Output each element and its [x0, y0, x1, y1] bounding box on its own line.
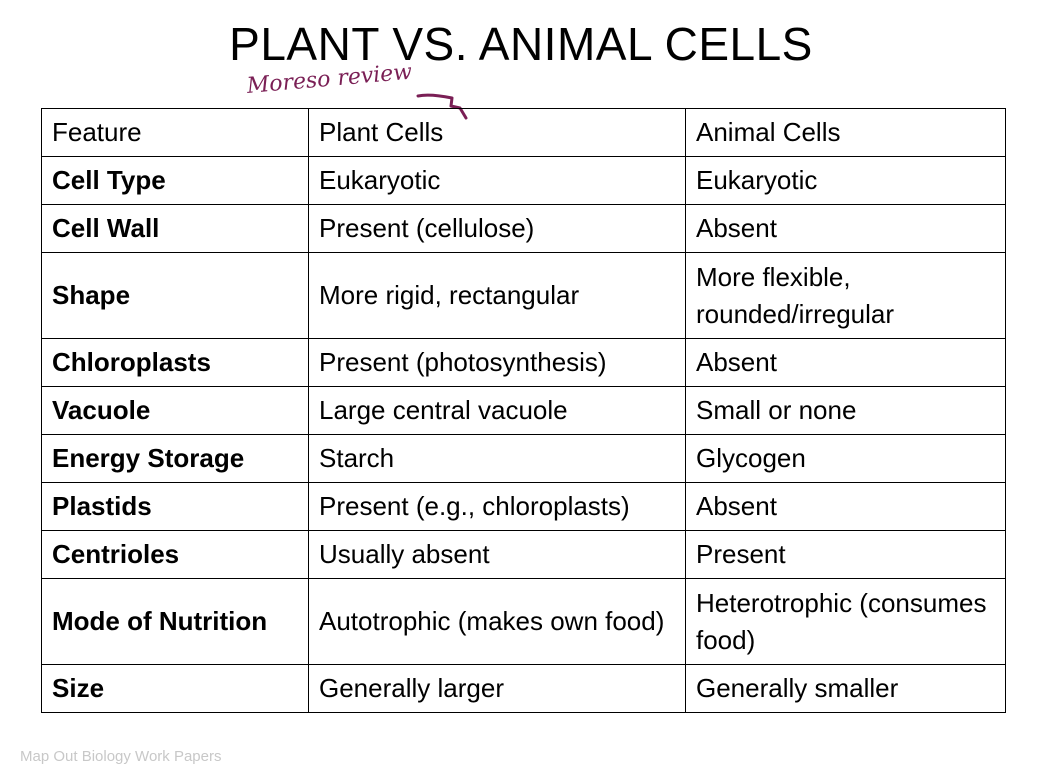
animal-cell: Glycogen — [685, 434, 1006, 483]
plant-cell: More rigid, rectangular — [308, 252, 686, 339]
plant-cell: Present (e.g., chloroplasts) — [308, 482, 686, 531]
table-row: Shape More rigid, rectangular More flexi… — [41, 252, 1006, 339]
feature-cell: Centrioles — [41, 530, 309, 579]
table-row: Chloroplasts Present (photosynthesis) Ab… — [41, 338, 1006, 387]
feature-cell: Vacuole — [41, 386, 309, 435]
animal-cell: Absent — [685, 482, 1006, 531]
table-row: Size Generally larger Generally smaller — [41, 664, 1006, 713]
footer-text: Map Out Biology Work Papers — [20, 748, 222, 765]
feature-cell: Cell Type — [41, 156, 309, 205]
table-row: Plastids Present (e.g., chloroplasts) Ab… — [41, 482, 1006, 531]
animal-cell: Eukaryotic — [685, 156, 1006, 205]
plant-cell: Starch — [308, 434, 686, 483]
feature-cell: Plastids — [41, 482, 309, 531]
table-row: Energy Storage Starch Glycogen — [41, 434, 1006, 483]
plant-cell: Usually absent — [308, 530, 686, 579]
annotation-arrow-icon — [416, 93, 468, 120]
plant-cell: Generally larger — [308, 664, 686, 713]
feature-cell: Mode of Nutrition — [41, 578, 309, 665]
feature-cell: Size — [41, 664, 309, 713]
animal-cell: Heterotrophic (consumes food) — [685, 578, 1006, 665]
animal-cell: Small or none — [685, 386, 1006, 435]
page-title: PLANT VS. ANIMAL CELLS — [229, 18, 813, 70]
animal-cell: Present — [685, 530, 1006, 579]
feature-cell: Cell Wall — [41, 204, 309, 253]
feature-cell: Shape — [41, 252, 309, 339]
table-header-row: Feature Plant Cells Animal Cells — [41, 108, 1006, 157]
plant-cell: Eukaryotic — [308, 156, 686, 205]
handwritten-annotation: Moreso review — [246, 60, 486, 122]
animal-cell: More flexible, rounded/irregular — [685, 252, 1006, 339]
table-row: Cell Type Eukaryotic Eukaryotic — [41, 156, 1006, 205]
table-row: Vacuole Large central vacuole Small or n… — [41, 386, 1006, 435]
feature-cell: Energy Storage — [41, 434, 309, 483]
header-animal-cells: Animal Cells — [685, 108, 1006, 157]
plant-cell: Present (photosynthesis) — [308, 338, 686, 387]
table-row: Centrioles Usually absent Present — [41, 530, 1006, 579]
plant-cell: Present (cellulose) — [308, 204, 686, 253]
plant-cell: Autotrophic (makes own food) — [308, 578, 686, 665]
plant-cell: Large central vacuole — [308, 386, 686, 435]
header-plant-cells: Plant Cells — [308, 108, 686, 157]
header-feature: Feature — [41, 108, 309, 157]
animal-cell: Absent — [685, 338, 1006, 387]
table-row: Cell Wall Present (cellulose) Absent — [41, 204, 1006, 253]
animal-cell: Absent — [685, 204, 1006, 253]
animal-cell: Generally smaller — [685, 664, 1006, 713]
feature-cell: Chloroplasts — [41, 338, 309, 387]
table-row: Mode of Nutrition Autotrophic (makes own… — [41, 578, 1006, 665]
comparison-table: Feature Plant Cells Animal Cells Cell Ty… — [41, 108, 1006, 713]
